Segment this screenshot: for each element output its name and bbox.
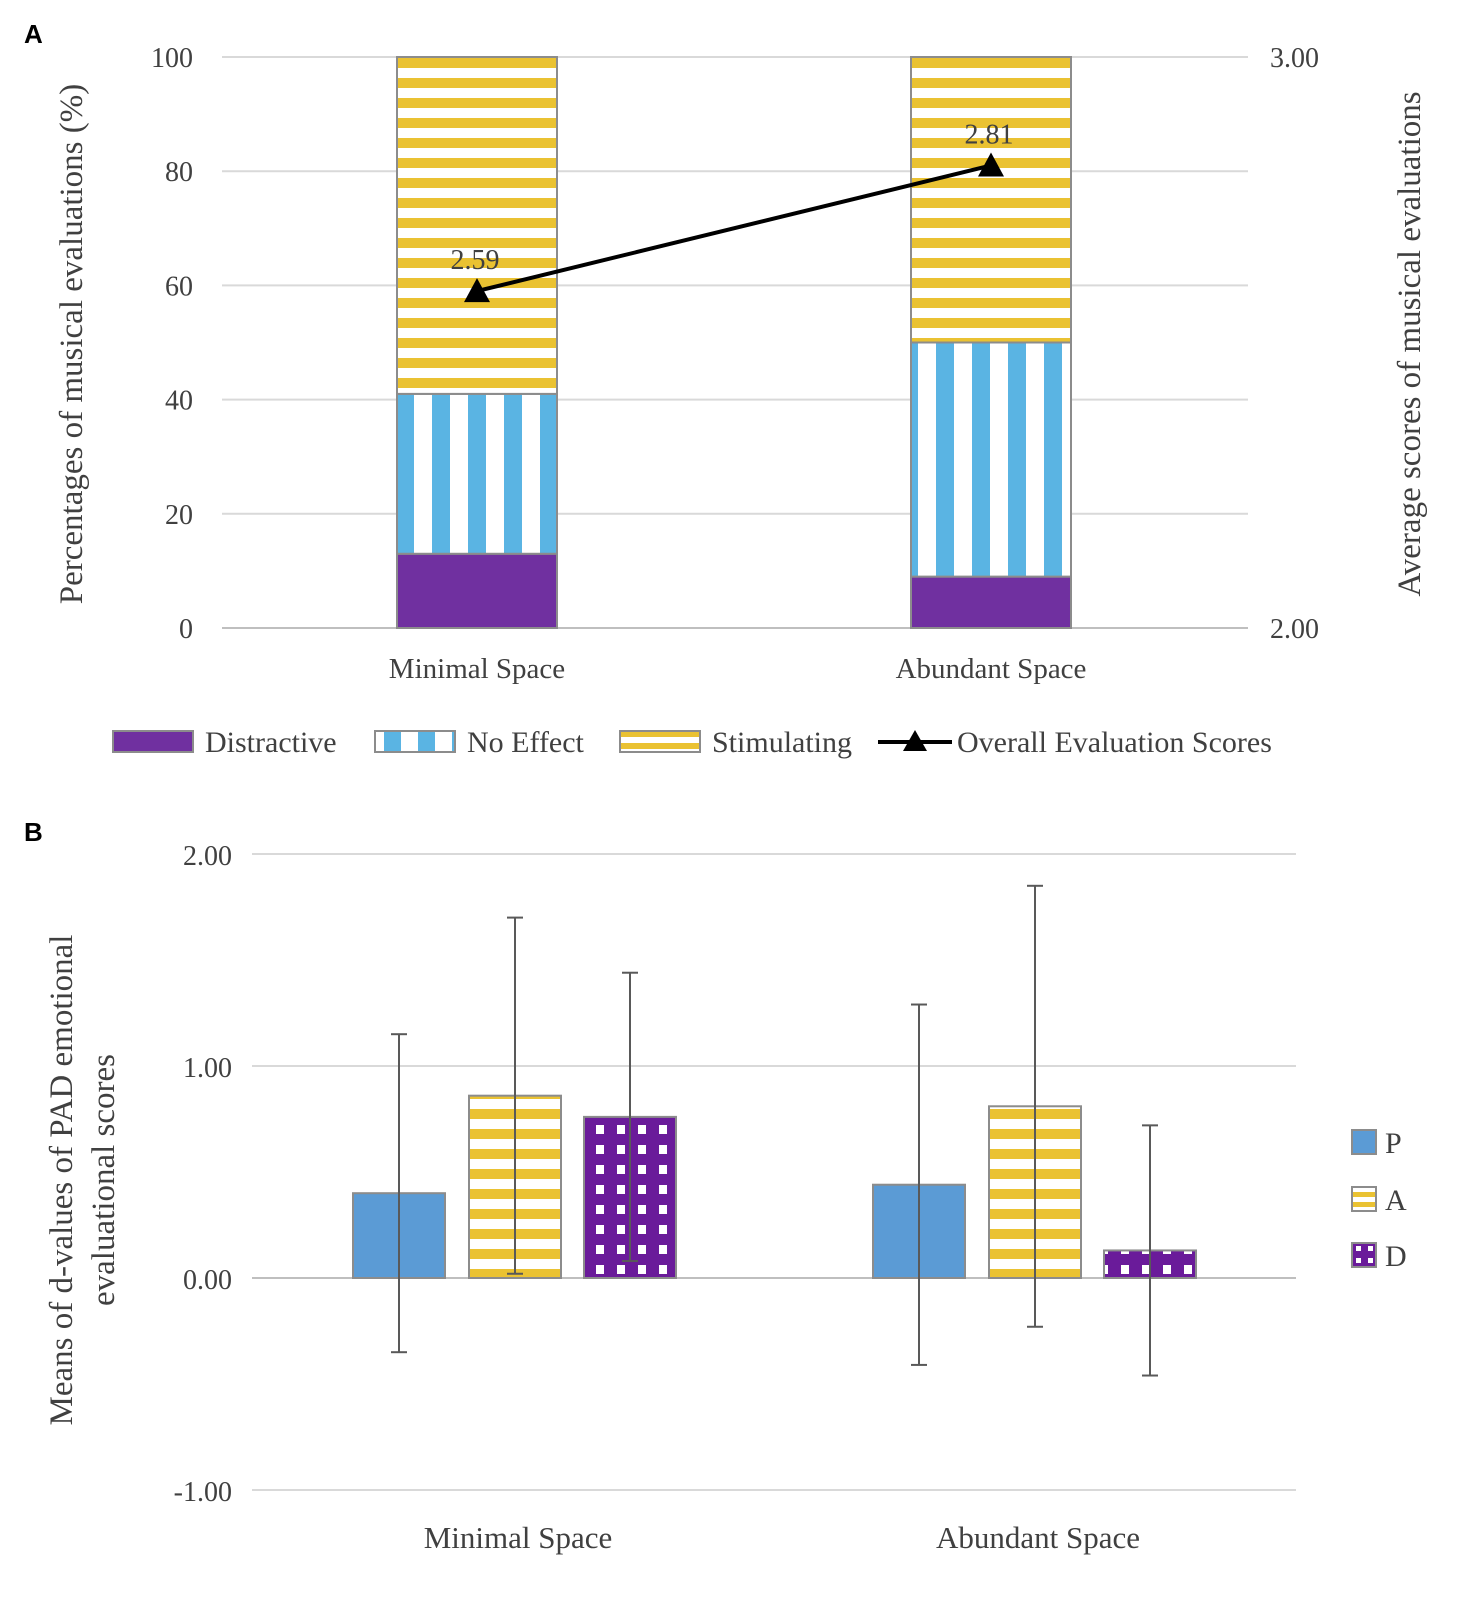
legend-swatch-p <box>1351 1129 1377 1155</box>
legend-swatch-no-effect <box>374 730 456 753</box>
chart-a-y2label: Average scores of musical evaluations <box>1392 91 1428 596</box>
overall-evaluation-marker <box>464 278 490 303</box>
chart-a-ticks: 0 20 40 60 80 100 2.00 3.00 Minimal Space Abundan… <box>151 43 1319 685</box>
panel-a-label: A <box>24 19 43 49</box>
chart-a-bars <box>396 56 1072 630</box>
legend-swatch-distractive <box>112 730 194 753</box>
chart-b-ylabel-line-2: evaluational scores <box>86 1054 122 1306</box>
chart-b-legend: PAD <box>1351 1127 1407 1273</box>
panel-b-label: B <box>24 817 43 847</box>
chart-a-y2tick-label: 3.00 <box>1270 43 1319 74</box>
chart-a-ytick-label: 60 <box>165 271 193 302</box>
chart-a-line: 2.59 2.81 <box>451 119 1014 303</box>
bar-distractive-0 <box>396 552 558 630</box>
chart-b-error-bars <box>391 884 1158 1377</box>
chart-b-bars <box>352 1094 1197 1280</box>
chart-a-category-label: Abundant Space <box>896 653 1087 685</box>
chart-b-ytick-label: 1.00 <box>183 1053 232 1084</box>
bar-distractive-1 <box>910 575 1072 629</box>
legend-swatch-d <box>1351 1242 1377 1268</box>
bar-no-effect-1 <box>910 341 1072 578</box>
chart-a-ytick-label: 100 <box>151 43 193 74</box>
chart-b-ytick-label: 2.00 <box>183 841 232 872</box>
chart-a-y2tick-label: 2.00 <box>1270 614 1319 645</box>
chart-a-ytick-label: 80 <box>165 157 193 188</box>
overall-evaluation-data-label: 2.81 <box>965 119 1014 150</box>
chart-b: -1.00 0.00 1.00 2.00 Minimal Space Abundant S… <box>44 841 1407 1555</box>
chart-a: 2.59 2.81 0 20 40 60 80 100 2.00 3.00 Minimal Spa… <box>54 43 1428 759</box>
chart-a-grid <box>222 56 1248 629</box>
chart-a-category-label: Minimal Space <box>389 653 565 685</box>
overall-evaluation-data-label: 2.59 <box>451 245 500 276</box>
legend-label-a: A <box>1385 1184 1407 1217</box>
chart-b-ticks: -1.00 0.00 1.00 2.00 Minimal Space Abundant S… <box>174 841 1140 1555</box>
legend-label-stimulating: Stimulating <box>712 726 852 759</box>
chart-b-ytick-label: -1.00 <box>174 1477 232 1508</box>
legend-label-distractive: Distractive <box>205 726 337 759</box>
legend-label-overall-evaluation-scores: Overall Evaluation Scores <box>957 726 1272 759</box>
legend-swatch-a <box>1351 1186 1377 1212</box>
legend-label-p: P <box>1385 1127 1402 1160</box>
bar-no-effect-0 <box>396 392 558 555</box>
chart-a-ytick-label: 20 <box>165 500 193 531</box>
chart-a-ytick-label: 40 <box>165 386 193 417</box>
chart-a-ytick-label: 0 <box>179 614 193 645</box>
chart-b-category-label: Minimal Space <box>424 1520 613 1555</box>
legend-swatch-overall-evaluation-marker <box>903 730 927 751</box>
chart-b-category-label: Abundant Space <box>936 1520 1140 1555</box>
chart-a-ylabel: Percentages of musical evaluations (%) <box>54 84 90 604</box>
overall-evaluation-marker <box>978 152 1004 177</box>
chart-a-legend: Distractive No Effect Stimulating Overall E… <box>112 726 1272 759</box>
legend-label-d: D <box>1385 1240 1407 1273</box>
chart-b-ylabel-line-1: Means of d-values of PAD emotional <box>44 935 80 1426</box>
overall-evaluation-line <box>476 163 992 294</box>
bar-stimulating-1 <box>910 56 1072 344</box>
bar-stimulating-0 <box>396 56 558 395</box>
legend-label-no-effect: No Effect <box>467 726 585 759</box>
chart-b-grid <box>252 853 1296 1491</box>
legend-swatch-stimulating <box>619 730 701 753</box>
chart-b-ytick-label: 0.00 <box>183 1265 232 1296</box>
